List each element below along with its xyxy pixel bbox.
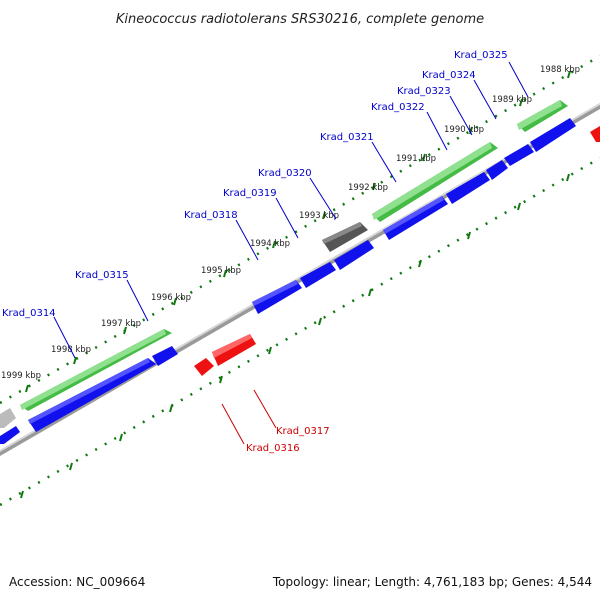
genome-title: Kineococcus radiotolerans SRS30216, comp…: [116, 12, 484, 27]
topology-text: Topology: linear; Length: 4,761,183 bp; …: [272, 575, 592, 589]
gene-label[interactable]: Krad_0319: [223, 188, 277, 199]
gene-label[interactable]: Krad_0321: [320, 132, 374, 143]
gene-arrow[interactable]: [300, 262, 336, 288]
gene-arrow[interactable]: [152, 346, 178, 366]
tick-label: 1999 kbp: [1, 371, 41, 381]
gene-label[interactable]: Krad_0325: [454, 50, 508, 61]
pseudo-features: [0, 222, 368, 428]
major-ticks-lower: [20, 173, 570, 499]
gene-label[interactable]: Krad_0318: [184, 210, 238, 221]
gene-label[interactable]: Krad_0323: [397, 86, 451, 97]
pseudo-feature[interactable]: [0, 408, 16, 428]
gene-arrow[interactable]: [334, 240, 374, 270]
gene-arrow[interactable]: [0, 426, 20, 444]
gene-label[interactable]: Krad_0320: [258, 168, 312, 179]
gene-label[interactable]: Krad_0322: [371, 102, 425, 113]
rna-features: [20, 100, 568, 411]
gene-label[interactable]: Krad_0316: [246, 443, 300, 454]
reverse-genes: [194, 126, 600, 376]
tick-label: 1992 kbp: [348, 183, 388, 193]
tick-label: 1993 kbp: [299, 211, 339, 221]
gene-label[interactable]: Krad_0317: [276, 426, 330, 437]
gene-arrow[interactable]: [504, 144, 534, 166]
tick-labels: 1988 kbp 1989 kbp 1990 kbp 1991 kbp 1992…: [1, 65, 580, 381]
leader-lines: [53, 61, 529, 445]
tick-label: 1989 kbp: [492, 95, 532, 105]
gene-arrow[interactable]: [194, 358, 214, 376]
tick-label: 1994 kbp: [250, 239, 290, 249]
gene-labels: Krad_0325 Krad_0324 Krad_0323 Krad_0322 …: [2, 50, 508, 454]
gene-arrow[interactable]: [28, 358, 156, 432]
gene-label[interactable]: Krad_0324: [422, 70, 476, 81]
tick-label: 1995 kbp: [201, 266, 241, 276]
major-ticks-upper: [25, 70, 571, 393]
tick-label: 1997 kbp: [101, 319, 141, 329]
gene-label[interactable]: Krad_0315: [75, 270, 129, 281]
gene-arrow[interactable]: [486, 160, 508, 180]
gene-arrow[interactable]: [530, 118, 576, 152]
accession-text: Accession: NC_009664: [9, 575, 145, 589]
tick-label: 1988 kbp: [540, 65, 580, 75]
gene-arrow[interactable]: [252, 280, 302, 314]
gene-arrow[interactable]: [446, 172, 490, 204]
gene-arrow[interactable]: [590, 126, 600, 142]
pseudo-feature[interactable]: [322, 222, 368, 252]
gene-label[interactable]: Krad_0314: [2, 308, 56, 319]
gene-arrow[interactable]: [212, 334, 256, 366]
forward-genes: [0, 118, 576, 444]
tick-label: 1991 kbp: [396, 154, 436, 164]
tick-label: 1996 kbp: [151, 293, 191, 303]
tick-label: 1990 kbp: [444, 125, 484, 135]
